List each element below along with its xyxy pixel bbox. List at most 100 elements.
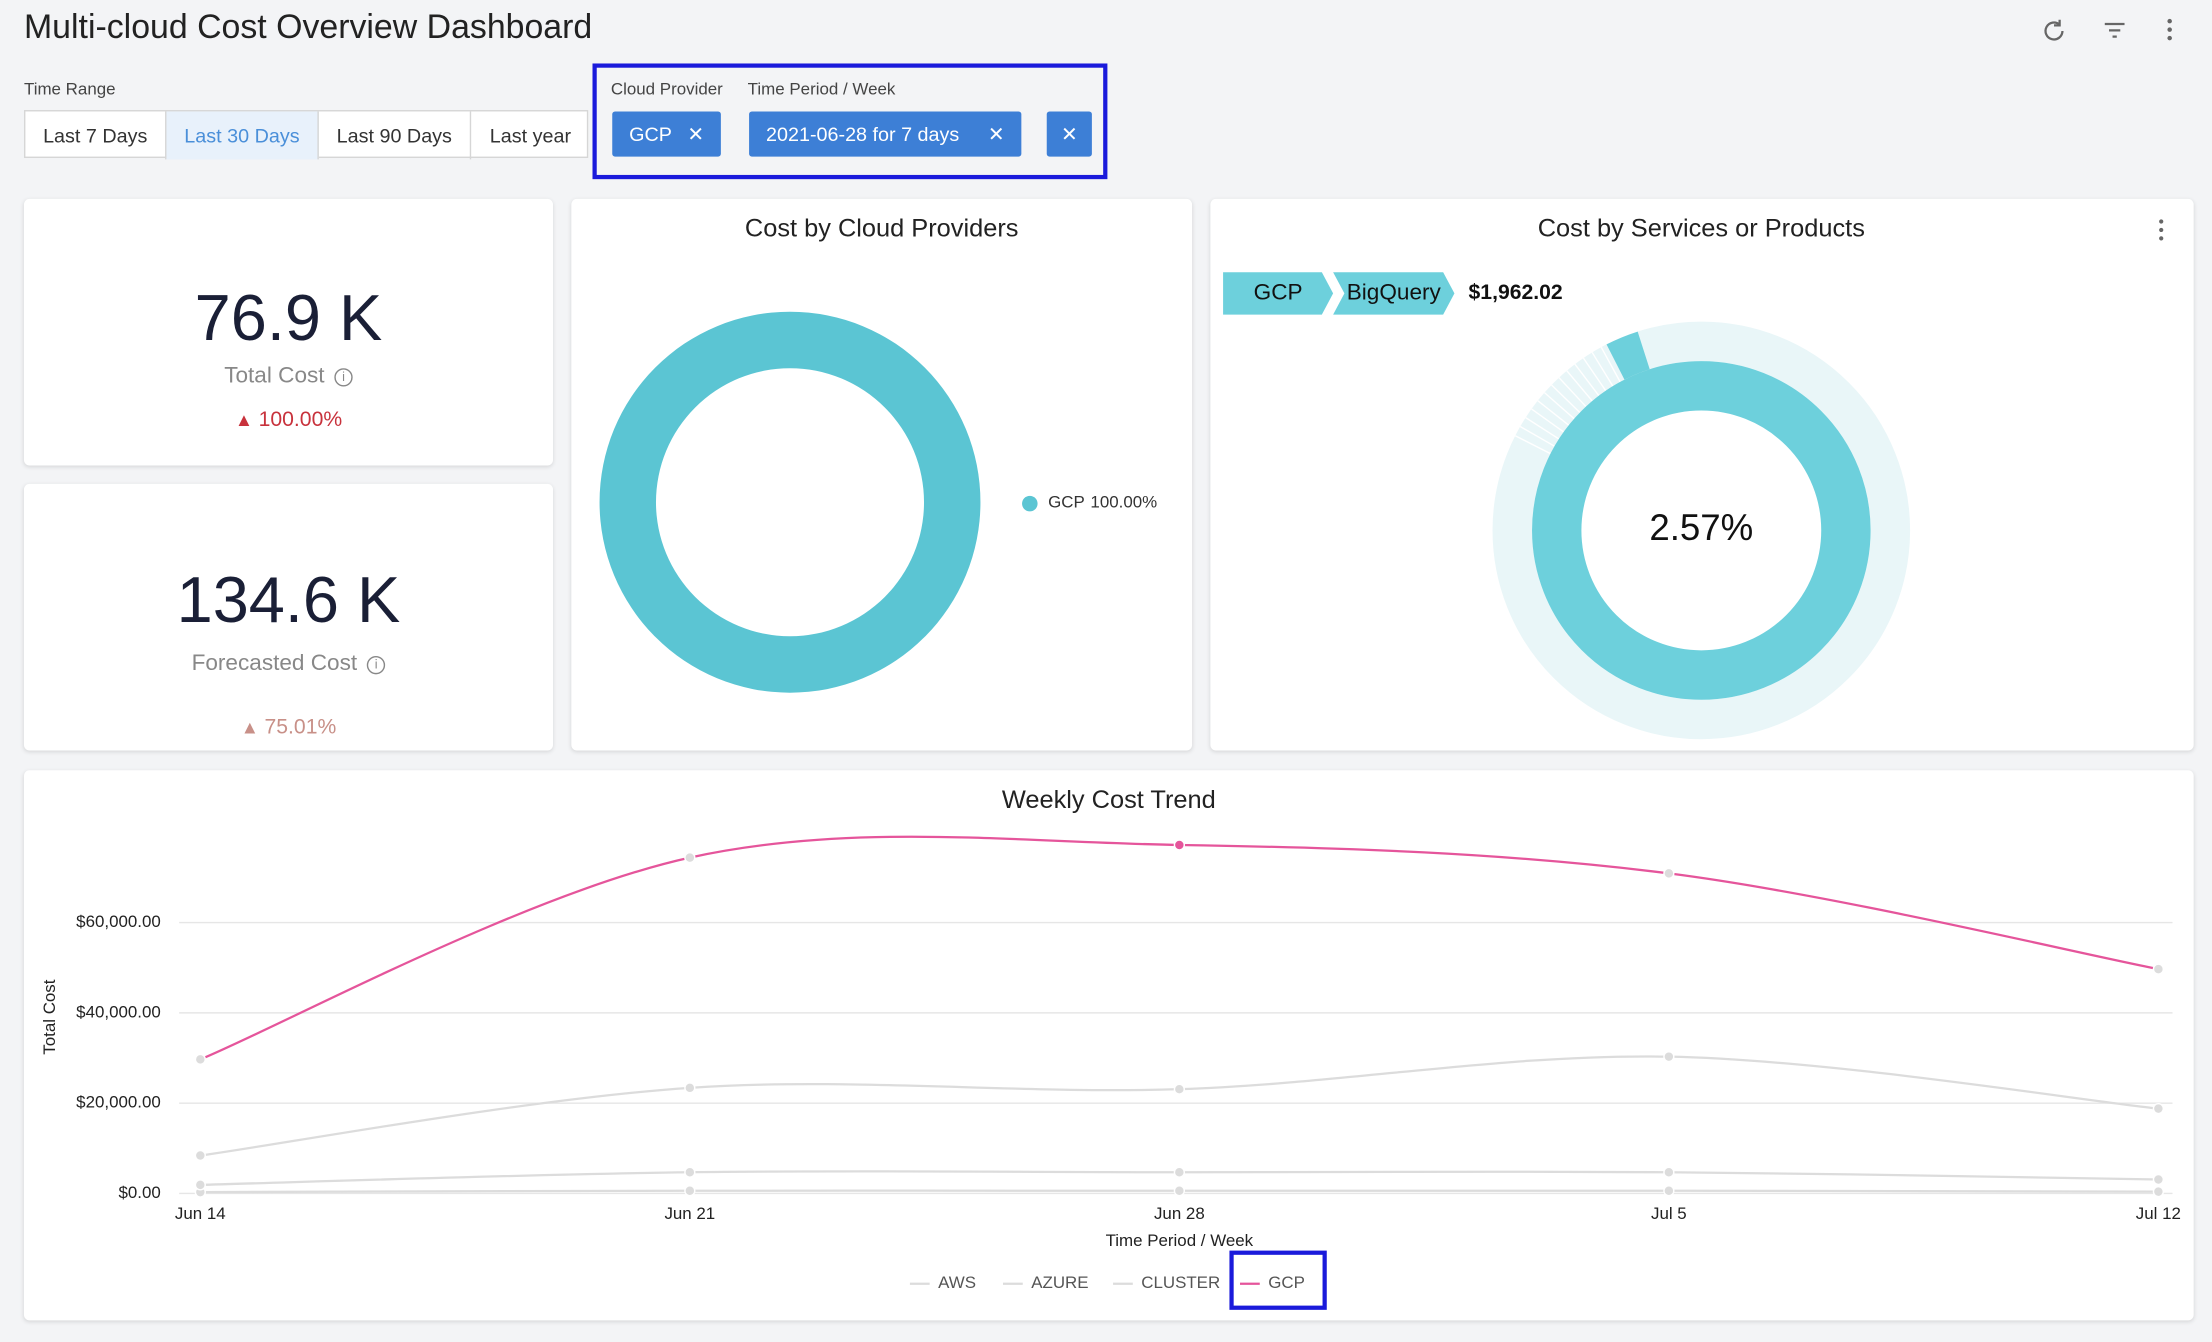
trend-up-icon: ▲ xyxy=(234,409,253,431)
highlight-box xyxy=(592,63,1108,180)
breadcrumb-shape xyxy=(1223,272,1334,315)
legend-entry: AZURE xyxy=(1031,1273,1088,1292)
filter-label: Time Period / Week xyxy=(747,78,896,99)
toolbar xyxy=(2044,18,2172,41)
more-icon[interactable] xyxy=(2167,18,2172,41)
data-point xyxy=(684,1082,696,1094)
segment-divider xyxy=(1591,352,1614,387)
kpi-label: Forecasted Cost i xyxy=(24,652,553,677)
filter-chip[interactable]: 2021-06-28 for 7 days ✕ xyxy=(749,111,1022,157)
kpi-card: 134.6 K Forecasted Cost i ▲ 75.01% xyxy=(23,483,553,751)
filter-icon[interactable] xyxy=(2104,22,2125,38)
pie-slice xyxy=(599,311,981,693)
y-tick-label: $0.00 xyxy=(119,1183,161,1202)
chart: Cost by Cloud Providers GCP 100.00% xyxy=(599,215,1157,693)
highlight-box xyxy=(1229,1250,1327,1310)
breadcrumb-text: GCP xyxy=(1254,279,1303,304)
x-tick-label: Jun 14 xyxy=(175,1204,226,1223)
x-tick-label: Jun 21 xyxy=(664,1204,715,1223)
data-point xyxy=(1663,867,1675,880)
kpi-card: 76.9 K Total Cost i ▲ 100.00% xyxy=(23,198,553,466)
close-icon[interactable]: ✕ xyxy=(687,122,704,146)
segment-divider xyxy=(1525,417,1560,440)
kpi-value: 76.9 K xyxy=(194,280,383,355)
trend-up-icon: ▲ xyxy=(240,716,259,738)
data-point xyxy=(684,851,696,864)
segment-divider xyxy=(1558,377,1587,408)
range-button[interactable]: Last 90 Days xyxy=(319,111,472,160)
sunburst-segment xyxy=(1606,331,1650,380)
data-point xyxy=(1173,1166,1185,1178)
filter-label: Cloud Provider xyxy=(610,78,723,99)
chart-title: Cost by Services or Products xyxy=(1538,215,1865,243)
info-icon: i xyxy=(334,368,353,387)
page-title: Multi-cloud Cost Overview Dashboard xyxy=(23,8,593,47)
segment-divider xyxy=(1600,346,1621,383)
data-point xyxy=(2152,963,2165,975)
outer-ring xyxy=(1492,321,1911,740)
chart: Cost by Services or Products GCP BigQuery $… xyxy=(1223,215,2164,740)
segment-divider xyxy=(1519,425,1555,447)
range-button[interactable]: Last 7 Days xyxy=(25,111,167,160)
data-point xyxy=(1663,1051,1675,1063)
close-icon[interactable]: ✕ xyxy=(987,122,1005,146)
y-axis-title: Total Cost xyxy=(40,979,59,1054)
dot xyxy=(2159,227,2164,233)
x-tick-label: Jul 12 xyxy=(2136,1204,2181,1223)
line-series xyxy=(200,1055,2159,1157)
legend-value: 100.00% xyxy=(1090,493,1157,512)
data-point xyxy=(1173,1083,1185,1095)
range-button[interactable]: Last year xyxy=(489,124,572,147)
kpi-label: Total Cost i xyxy=(24,364,553,389)
chart-title: Weekly Cost Trend xyxy=(1002,786,1216,814)
dot xyxy=(2159,219,2164,224)
segment-divider xyxy=(1551,384,1581,413)
data-point xyxy=(2152,1173,2165,1186)
x-tick-label: Jun 28 xyxy=(1154,1204,1205,1223)
amount: $1,962.02 xyxy=(1469,281,1563,304)
data-point xyxy=(1663,1185,1675,1197)
kpi-change: ▲ 75.01% xyxy=(24,715,553,739)
info-icon: i xyxy=(367,655,386,675)
legend-entry: CLUSTER xyxy=(1141,1273,1220,1292)
legend-entry: AWS xyxy=(938,1273,976,1292)
breadcrumb-text: BigQuery xyxy=(1347,279,1442,304)
line-series xyxy=(199,835,2159,1061)
data-point xyxy=(2152,1102,2165,1115)
x-tick-label: Jul 5 xyxy=(1651,1204,1687,1223)
chart: Weekly Cost Trend $0.00 $20,000.00 $40,000.… xyxy=(40,786,2181,1310)
x-axis-title: Time Period / Week xyxy=(1106,1231,1254,1250)
data-point xyxy=(194,1053,206,1066)
legend-entry: GCP 100.00% xyxy=(1048,493,1157,512)
kpi-change: ▲ 100.00% xyxy=(24,408,553,432)
data-point xyxy=(194,1149,206,1162)
refresh-icon[interactable] xyxy=(2044,19,2064,41)
clear-button[interactable]: ✕ xyxy=(1046,111,1092,157)
kpi-label-text: Total Cost xyxy=(224,363,325,388)
y-tick-label: $20,000.00 xyxy=(76,1093,161,1112)
breadcrumb-shape xyxy=(1333,272,1455,315)
more-icon[interactable] xyxy=(2159,219,2164,241)
segment-divider xyxy=(1537,400,1570,426)
kpi-change-text: 75.01% xyxy=(264,715,337,740)
segment-divider xyxy=(1531,408,1565,433)
center-label: 2.57% xyxy=(1649,507,1753,548)
chip-text: GCP xyxy=(629,122,672,146)
filter-label: Time Range xyxy=(23,78,116,99)
data-point xyxy=(1663,1166,1675,1178)
kpi-change-text: 100.00% xyxy=(258,407,343,432)
range-button[interactable]: Last 30 Days xyxy=(166,111,319,160)
dot xyxy=(2159,236,2164,241)
inner-ring xyxy=(1532,361,1871,700)
kpi-label-text: Forecasted Cost xyxy=(191,651,358,676)
segment-divider xyxy=(1514,435,1551,455)
data-point xyxy=(1173,1185,1185,1197)
filter-chip[interactable]: GCP ✕ xyxy=(612,111,721,157)
legend-name: GCP xyxy=(1048,493,1085,512)
data-point xyxy=(194,1179,206,1191)
data-point xyxy=(684,1166,696,1178)
legend-entry: GCP xyxy=(1268,1273,1305,1292)
time-range-group: Last 7 Days Last 30 Days Last 90 Days Last … xyxy=(23,110,589,160)
